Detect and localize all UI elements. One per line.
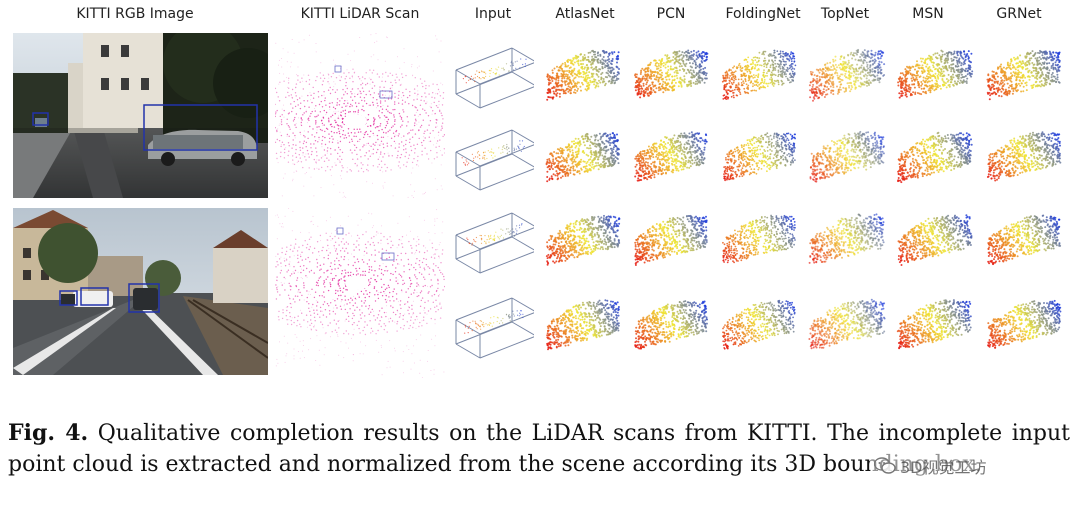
result-pcn-row-4 xyxy=(629,290,713,368)
result-input-row-2 xyxy=(450,122,534,200)
result-pcn-row-2 xyxy=(629,122,713,200)
bbox-car-small xyxy=(32,112,49,126)
result-msn-row-1 xyxy=(893,40,977,118)
kitti-lidar-scan-1 xyxy=(275,33,445,198)
col-header-pcn: PCN xyxy=(656,6,686,22)
caption-label: Fig. 4. xyxy=(8,420,89,446)
result-topnet-row-3 xyxy=(805,205,889,283)
result-atlasnet-row-2 xyxy=(541,122,625,200)
col-header-msn: MSN xyxy=(912,6,944,22)
kitti-rgb-image-2 xyxy=(13,208,268,375)
result-atlasnet-row-1 xyxy=(541,40,625,118)
figure-caption: Fig. 4. Qualitative completion results o… xyxy=(8,418,1070,480)
col-header-topnet: TopNet xyxy=(820,6,870,22)
result-pcn-row-1 xyxy=(629,40,713,118)
wechat-icon xyxy=(874,457,896,474)
result-grnet-row-2 xyxy=(982,122,1066,200)
result-grnet-row-4 xyxy=(982,290,1066,368)
result-topnet-row-2 xyxy=(805,122,889,200)
result-topnet-row-4 xyxy=(805,290,889,368)
result-foldingnet-row-2 xyxy=(717,122,801,200)
bbox-car-large xyxy=(143,104,258,151)
result-msn-row-4 xyxy=(893,290,977,368)
bbox-car-center xyxy=(128,283,160,313)
result-input-row-1 xyxy=(450,40,534,118)
result-input-row-3 xyxy=(450,205,534,283)
col-header-grnet: GRNet xyxy=(996,6,1042,22)
bbox-car-left xyxy=(80,287,109,306)
result-atlasnet-row-3 xyxy=(541,205,625,283)
result-topnet-row-1 xyxy=(805,40,889,118)
col-header-input: Input xyxy=(474,6,512,22)
bbox-car-far-left xyxy=(59,290,78,306)
result-foldingnet-row-1 xyxy=(717,40,801,118)
kitti-lidar-scan-2 xyxy=(275,208,445,378)
result-grnet-row-3 xyxy=(982,205,1066,283)
result-msn-row-2 xyxy=(893,122,977,200)
watermark-text: 3D视觉工坊 xyxy=(900,458,987,477)
result-foldingnet-row-4 xyxy=(717,290,801,368)
col-header-foldingnet: FoldingNet xyxy=(725,6,801,22)
result-atlasnet-row-4 xyxy=(541,290,625,368)
watermark: 3D视觉工坊 xyxy=(870,453,991,479)
col-header-atlasnet: AtlasNet xyxy=(555,6,615,22)
caption-text: Qualitative completion results on the Li… xyxy=(8,421,1070,477)
result-input-row-4 xyxy=(450,290,534,368)
col-header-lidar: KITTI LiDAR Scan xyxy=(300,6,420,22)
result-pcn-row-3 xyxy=(629,205,713,283)
result-foldingnet-row-3 xyxy=(717,205,801,283)
result-grnet-row-1 xyxy=(982,40,1066,118)
col-header-rgb: KITTI RGB Image xyxy=(76,6,194,22)
result-msn-row-3 xyxy=(893,205,977,283)
kitti-rgb-image-1 xyxy=(13,33,268,198)
